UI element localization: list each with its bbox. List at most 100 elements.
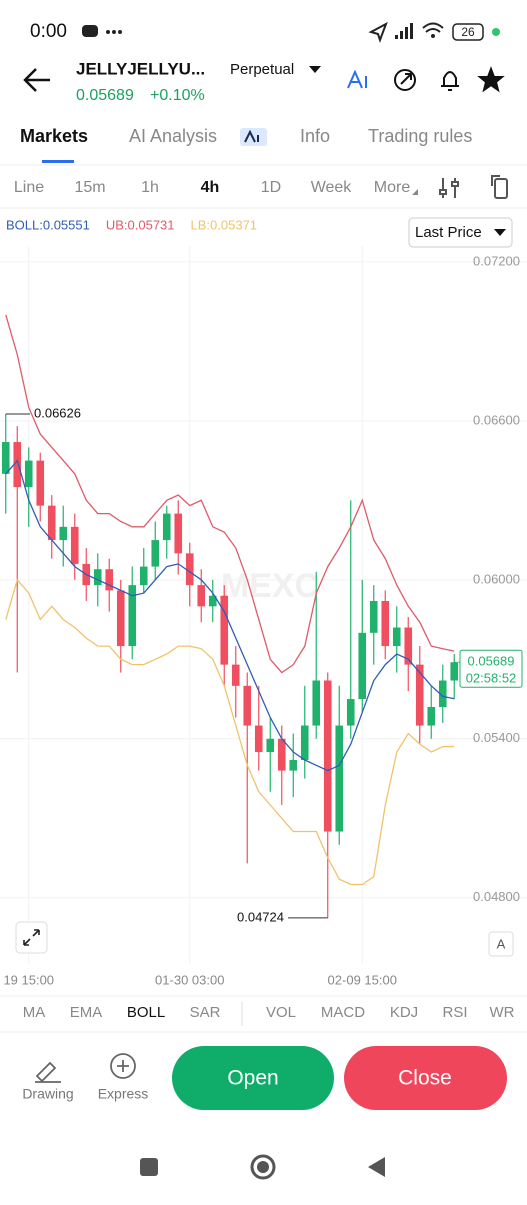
interval[interactable]: 4h [201,179,220,196]
x-tick-label: 19 15:00 [3,972,54,987]
open-button[interactable] [172,1046,334,1110]
landscape-icon[interactable] [491,175,508,199]
countdown: 02:58:52 [466,671,517,686]
fullscreen-icon [23,929,40,946]
low-label: 0.04724 [237,909,284,924]
y-tick-label: 0.06000 [473,571,520,586]
candle-body [36,460,45,506]
express-icon[interactable] [110,1053,136,1079]
candle-body [24,460,33,488]
nav-recents[interactable] [140,1158,158,1176]
candle-body [47,505,56,541]
candle-body [358,632,367,700]
tab-indicator [42,160,74,163]
candle-body [116,590,125,647]
interval[interactable]: 1D [261,179,281,196]
indicator[interactable]: MA [23,1004,46,1021]
price-type[interactable]: Last Price [415,224,482,241]
candle-body [93,569,102,586]
indicator[interactable]: VOL [266,1004,296,1021]
candle-body [277,738,286,771]
nav-home [257,1161,269,1173]
candle-body [208,595,217,607]
candle-body [415,664,424,726]
candle-body [139,566,148,586]
y-tick-label: 0.07200 [473,253,520,268]
scale-label[interactable]: A [497,936,506,951]
y-tick-label: 0.06600 [473,412,520,427]
settings-icon[interactable] [439,178,459,198]
candle-body [450,662,459,681]
candle-body [197,585,206,607]
indicator[interactable]: WR [490,1004,515,1021]
last-price: 0.05689 [468,654,515,669]
legend-entry: UB:0.05731 [106,217,175,232]
candle-body [243,685,252,726]
candle-body [254,725,263,753]
action-label[interactable]: Express [98,1086,149,1102]
header-price: 0.05689 [76,87,134,104]
nav-back[interactable] [368,1157,385,1177]
indicator[interactable]: MACD [321,1004,365,1021]
last-price-box [459,649,523,688]
fullscreen-button[interactable] [15,921,48,954]
indicator[interactable]: KDJ [390,1004,418,1021]
tab[interactable]: Trading rules [368,126,472,146]
interval[interactable]: 1h [141,179,159,196]
close-label[interactable]: Close [398,1067,452,1090]
watermark: MEXC [221,567,319,605]
drawing-icon[interactable] [35,1061,61,1083]
candle-body [312,680,321,726]
candle-body [427,707,436,726]
candle-body [266,738,275,753]
chart: MEXC 0.07200 0.06600 0.06000 0.05400 0.04800 1… [0,217,527,987]
interval[interactable]: 15m [74,179,105,196]
back-button[interactable] [23,68,50,92]
status-icons [82,21,500,43]
candle-body [1,442,10,474]
y-tick-label: 0.04800 [473,889,520,904]
candle-body [289,759,298,771]
candle-body [381,601,390,647]
scale-button[interactable] [488,931,514,957]
candle-body [300,725,309,760]
candle-body [323,680,332,832]
tab[interactable]: Markets [20,126,88,146]
nav-home[interactable] [250,1154,276,1180]
high-label: 0.06626 [34,405,81,420]
candle-body [346,699,355,726]
header-icons[interactable] [347,66,505,93]
candle-body [185,553,194,586]
candle-body [392,627,401,647]
candle-body [128,585,137,647]
action-label[interactable]: Drawing [22,1086,73,1102]
candle-body [438,680,447,708]
legend-entry: LB:0.05371 [191,217,258,232]
interval[interactable]: More [374,179,411,196]
interval[interactable]: Line [14,179,44,196]
indicator[interactable]: RSI [442,1004,467,1021]
symbol[interactable]: JELLYJELLYU... [76,59,205,78]
dropdown-icon [494,229,506,236]
interval[interactable]: Week [311,179,353,196]
indicator[interactable]: EMA [70,1004,103,1021]
indicator[interactable]: SAR [190,1004,221,1021]
status-time: 0:00 [30,21,67,42]
interval-bar: Line 15m 1h 4h 1D Week More [14,179,410,196]
indicator[interactable]: BOLL [127,1004,165,1021]
price-type-button[interactable] [408,217,513,248]
tab[interactable]: AI Analysis [129,126,217,146]
open-label[interactable]: Open [227,1067,278,1090]
ai-icon [244,129,259,143]
candle-body [231,664,240,686]
express-icon [117,1060,129,1072]
tab[interactable]: Info [300,126,330,146]
close-button[interactable] [344,1046,507,1110]
candle-body [404,627,413,665]
band-line [5,314,455,674]
contract-type[interactable]: Perpetual [230,61,294,78]
header-change: +0.10% [150,87,205,104]
candle-body [335,725,344,832]
